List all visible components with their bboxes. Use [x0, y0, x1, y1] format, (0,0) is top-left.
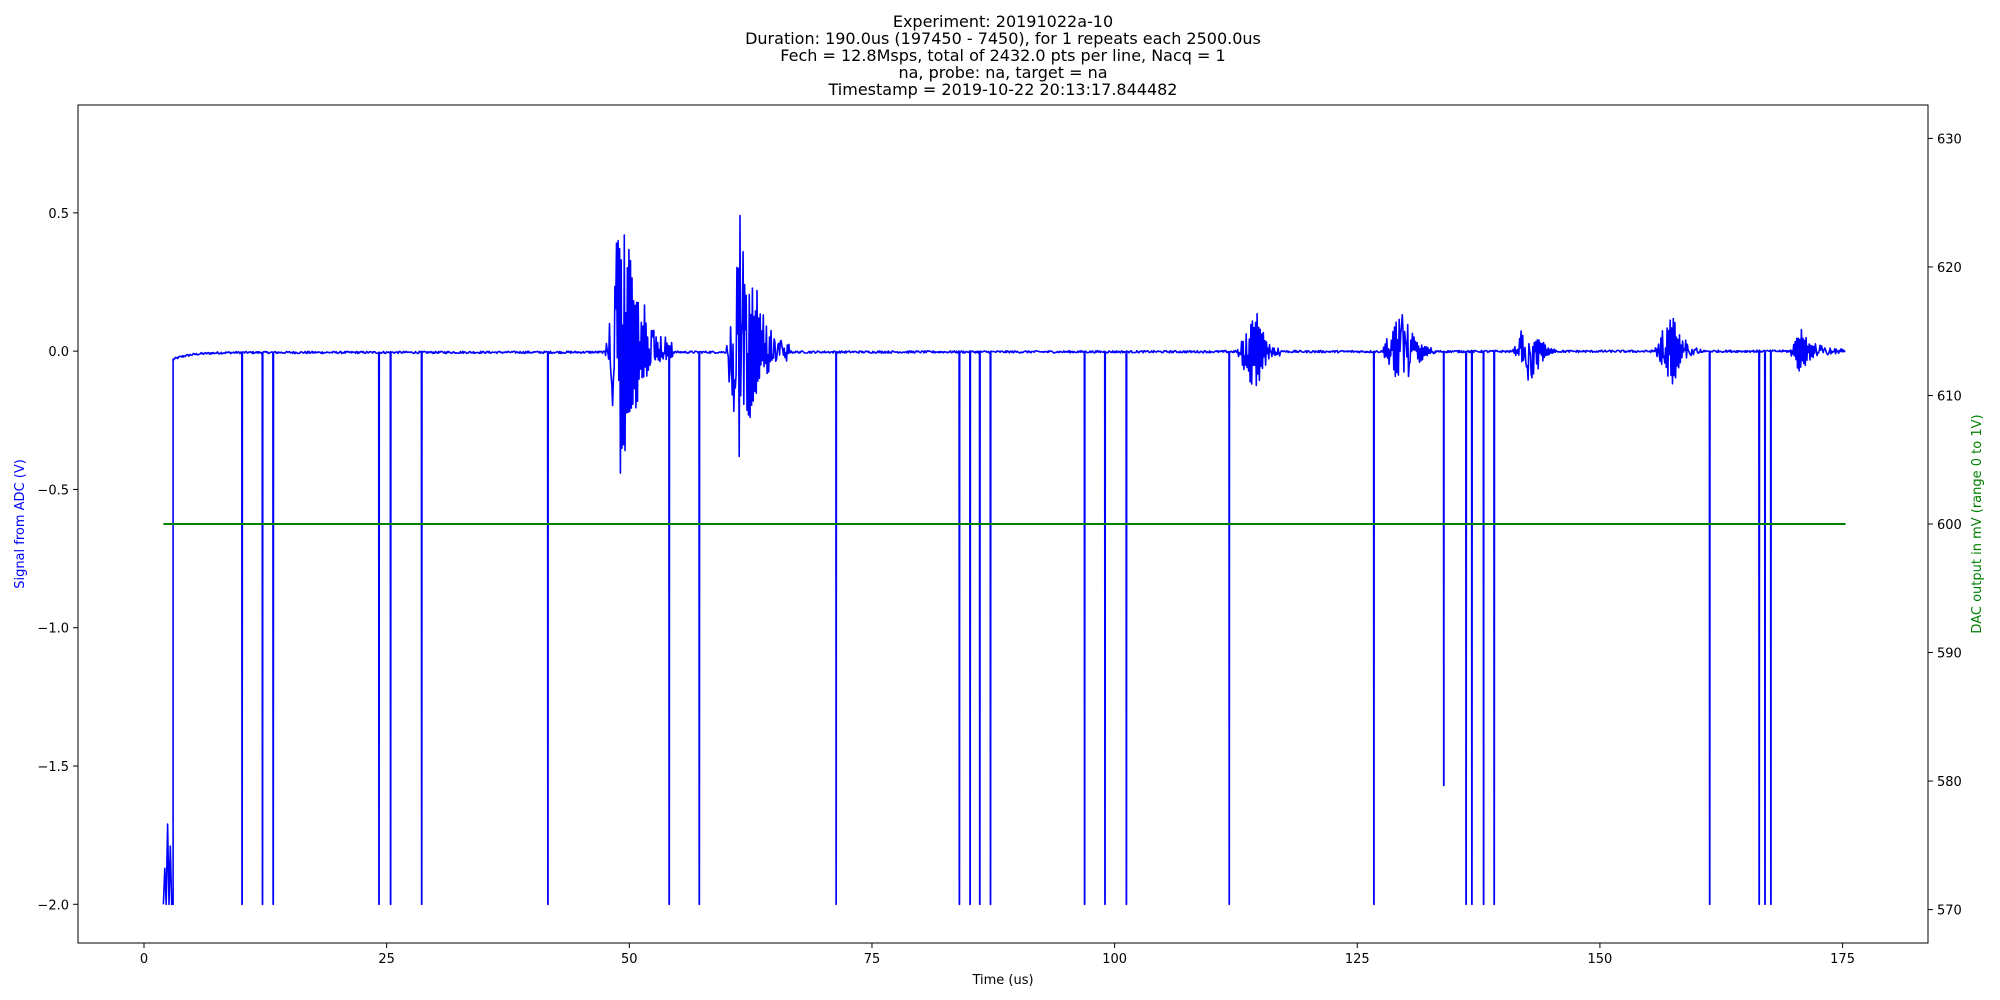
x-tick-label: 125: [1345, 952, 1370, 967]
y-left-tick-label: −2.0: [37, 898, 69, 913]
y-axis-right: 630 620 610 600 590 580 570: [1928, 132, 1962, 919]
title-line: na, probe: na, target = na: [898, 63, 1107, 82]
x-tick-label: 100: [1102, 952, 1127, 967]
x-tick-label: 150: [1588, 952, 1613, 967]
y-left-tick-label: −1.5: [37, 760, 69, 775]
y-right-tick-label: 600: [1937, 518, 1962, 533]
y-left-tick-label: −0.5: [37, 483, 69, 498]
x-tick-label: 25: [378, 952, 395, 967]
y-axis-left: 0.5 0.0 −0.5 −1.0 −1.5 −2.0: [37, 207, 78, 913]
y-right-tick-label: 620: [1937, 261, 1962, 276]
x-tick-label: 175: [1830, 952, 1855, 967]
y-right-tick-label: 590: [1937, 647, 1962, 662]
y-right-tick-label: 610: [1937, 389, 1962, 404]
x-tick-label: 50: [621, 952, 638, 967]
y-axis-right-label: DAC output in mV (range 0 to 1V): [1970, 414, 1985, 633]
x-tick-label: 0: [140, 952, 148, 967]
title-line: Experiment: 20191022a-10: [893, 12, 1113, 31]
title-line: Duration: 190.0us (197450 - 7450), for 1…: [745, 29, 1261, 48]
y-axis-left-label: Signal from ADC (V): [13, 459, 28, 589]
title-line: Timestamp = 2019-10-22 20:13:17.844482: [828, 80, 1178, 99]
title-line: Fech = 12.8Msps, total of 2432.0 pts per…: [780, 46, 1225, 65]
y-left-tick-label: −1.0: [37, 622, 69, 637]
x-tick-label: 75: [864, 952, 881, 967]
series-adc-signal: [162, 214, 1846, 906]
y-right-tick-label: 570: [1937, 904, 1962, 919]
y-left-tick-label: 0.0: [48, 345, 69, 360]
x-axis-label: Time (us): [971, 973, 1033, 988]
y-right-tick-label: 580: [1937, 775, 1962, 790]
y-right-tick-label: 630: [1937, 132, 1962, 147]
y-left-tick-label: 0.5: [48, 207, 69, 222]
x-axis: 0 25 50 75 100 125 150 175: [140, 943, 1855, 967]
